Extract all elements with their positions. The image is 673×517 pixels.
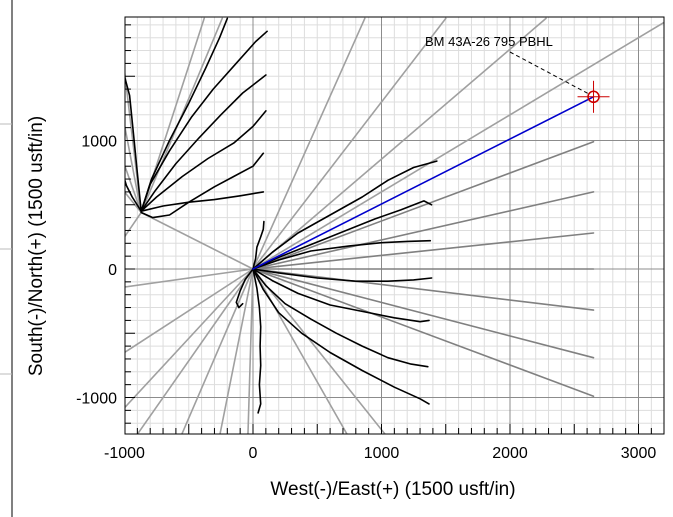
- offset-well-path: [252, 160, 438, 270]
- projection-line: [125, 211, 142, 238]
- x-tick-label: 3000: [621, 445, 657, 462]
- projection-line: [247, 268, 254, 434]
- x-tick-label: -1000: [104, 445, 145, 462]
- projection-line: [136, 268, 254, 434]
- offset-well-path: [252, 220, 265, 270]
- target-leader-line: [509, 51, 589, 95]
- offset-well-path: [140, 191, 265, 212]
- y-tick-label: -1000: [76, 391, 117, 408]
- projection-line: [219, 268, 254, 434]
- y-tick-label: 1000: [81, 134, 117, 151]
- y-axis-title: South(-)/North(+) (1500 usft/in): [26, 116, 47, 376]
- offset-well-path: [140, 110, 267, 212]
- offset-well-path: [140, 30, 268, 212]
- projection-line: [252, 141, 595, 270]
- projection-line: [125, 268, 254, 409]
- projection-line: [252, 268, 595, 398]
- plot-data: [125, 17, 664, 434]
- planned-well-path: [252, 96, 595, 270]
- x-tick-label: 1000: [364, 445, 400, 462]
- axes: -1000 0 1000 2000 3000 -1000 0 1000: [76, 16, 665, 462]
- projection-line: [125, 268, 254, 354]
- target-marker: [509, 51, 610, 113]
- y-tick-label: 0: [108, 262, 117, 279]
- projection-line: [252, 17, 447, 270]
- offset-well-path: [252, 200, 433, 270]
- offset-well-path: [252, 268, 429, 368]
- projection-line: [252, 268, 595, 359]
- offset-well-path: [140, 74, 267, 212]
- offset-well-path: [252, 268, 430, 323]
- projection-line: [181, 268, 254, 434]
- projection-line: [252, 17, 547, 270]
- projection-line: [252, 268, 386, 434]
- projection-line: [252, 232, 595, 270]
- projection-line: [252, 21, 664, 270]
- offset-well-path: [252, 268, 433, 283]
- projection-line: [252, 17, 366, 270]
- target-label: BM 43A-26 795 PBHL: [425, 34, 553, 49]
- projection-line: [140, 211, 254, 270]
- x-tick-label: 2000: [492, 445, 528, 462]
- offset-well-path: [235, 268, 254, 309]
- projection-line: [125, 268, 254, 288]
- offset-well-path: [252, 268, 430, 405]
- x-tick-label: 0: [249, 445, 258, 462]
- offset-well-path: [252, 268, 262, 414]
- projection-line: [125, 124, 142, 214]
- offset-well-path: [252, 239, 432, 270]
- projection-line: [125, 164, 142, 214]
- projection-line: [252, 268, 595, 311]
- offset-well-path: [140, 152, 265, 219]
- projection-line: [252, 191, 595, 270]
- x-axis-title: West(-)/East(+) (1500 usft/in): [270, 479, 515, 500]
- offset-well-path: [140, 17, 229, 212]
- projection-line: [125, 191, 142, 214]
